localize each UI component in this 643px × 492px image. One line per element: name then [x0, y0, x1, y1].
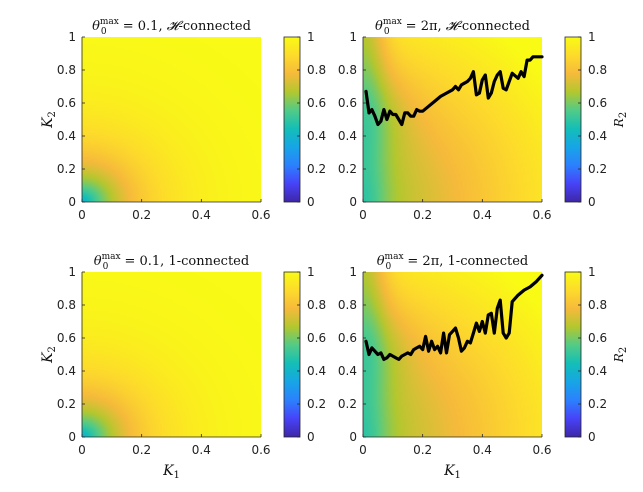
y-tick-label: 0.8 [57, 298, 76, 312]
heatmap-image [363, 37, 542, 202]
y-tick-label: 0.4 [338, 129, 357, 143]
y-tick-label: 0 [68, 430, 76, 444]
y-tick-label: 0.2 [338, 397, 357, 411]
y-tick-label: 0.8 [338, 298, 357, 312]
y-tick-label: 0.8 [57, 63, 76, 77]
colorbar-tick-label: 1 [588, 265, 596, 279]
y-axis-label: K2 [40, 346, 58, 364]
x-tick-label: 0.6 [251, 443, 270, 457]
y-tick-label: 0 [349, 195, 357, 209]
colorbar-tick-label: 0.8 [307, 298, 326, 312]
colorbar-tick-label: 0 [588, 430, 596, 444]
y-tick-label: 0 [349, 430, 357, 444]
y-tick-label: 0.6 [57, 331, 76, 345]
y-tick-label: 0.2 [57, 162, 76, 176]
colorbar-label: R2 [612, 347, 629, 363]
x-tick-label: 0.4 [473, 208, 492, 222]
colorbar-gradient [283, 271, 301, 438]
chart-title: θmax 0 = 0.1, 𝓗-connected [92, 17, 251, 37]
colorbar-tick-label: 0.2 [307, 162, 326, 176]
colorbar-tick-label: 0.8 [307, 63, 326, 77]
colorbar: 0 0.2 0.4 0.6 0.8 1 [283, 265, 326, 444]
colorbar-tick-label: 0.8 [588, 298, 607, 312]
chart-title: θmax 0 = 0.1, 1-connected [94, 252, 249, 272]
colorbar: 0 0.2 0.4 0.6 0.8 1 [283, 30, 326, 209]
y-tick-label: 1 [68, 30, 76, 44]
y-tick-label: 1 [349, 30, 357, 44]
y-tick-label: 0.6 [338, 331, 357, 345]
colorbar-tick-label: 1 [588, 30, 596, 44]
colorbar-tick-label: 0.2 [588, 162, 607, 176]
colorbar-tick-label: 1 [307, 30, 315, 44]
colorbar-tick-label: 1 [307, 265, 315, 279]
colorbar-tick-label: 0.4 [588, 364, 607, 378]
x-tick-label: 0.4 [473, 443, 492, 457]
colorbar-tick-label: 0 [307, 195, 315, 209]
colorbar-tick-label: 0.8 [588, 63, 607, 77]
y-tick-label: 1 [68, 265, 76, 279]
x-axis-label: K1 [162, 463, 180, 481]
colorbar: 0 0.2 0.4 0.6 0.8 1 R2 [564, 30, 629, 209]
threshold-line [364, 273, 544, 361]
colorbar-tick-label: 0.6 [588, 96, 607, 110]
x-tick-label: 0.2 [413, 208, 432, 222]
y-tick-label: 0.2 [338, 162, 357, 176]
x-tick-label: 0.6 [251, 208, 270, 222]
heatmap-image [82, 272, 261, 437]
y-tick-label: 0.6 [57, 96, 76, 110]
x-tick-label: 0 [359, 208, 367, 222]
x-tick-label: 0.2 [132, 443, 151, 457]
colorbar-tick-label: 0.4 [588, 129, 607, 143]
chart-title: θmax 0 = 2π, 𝓗-connected [375, 17, 530, 37]
colorbar-tick-label: 0.6 [307, 96, 326, 110]
colorbar-tick-label: 0.6 [588, 331, 607, 345]
x-tick-label: 0.2 [132, 208, 151, 222]
threshold-line [364, 55, 544, 127]
panel-2: 0 0.2 0.4 0.6 0 0.2 0.4 0.6 0.8 1 θmax 0 = 2π, 𝓗-co… [338, 17, 629, 222]
x-tick-label: 0 [359, 443, 367, 457]
y-tick-label: 0.8 [338, 63, 357, 77]
colorbar-gradient [564, 36, 582, 203]
x-tick-label: 0 [78, 443, 86, 457]
x-axis-label: K1 [443, 463, 461, 481]
y-tick-label: 0 [68, 195, 76, 209]
y-tick-label: 0.2 [57, 397, 76, 411]
colorbar-gradient [564, 271, 582, 438]
x-tick-label: 0.4 [192, 443, 211, 457]
x-tick-label: 0.2 [413, 443, 432, 457]
chart-title: θmax 0 = 2π, 1-connected [377, 252, 529, 272]
y-axis-label: K2 [40, 111, 58, 129]
colorbar: 0 0.2 0.4 0.6 0.8 1 R2 [564, 265, 629, 444]
panel-1: 0 0.2 0.4 0.6 0 0.2 0.4 0.6 0.8 1 θmax 0 = 0.1, 𝓗-c… [40, 17, 326, 222]
x-tick-label: 0.4 [192, 208, 211, 222]
panel-4: 0 0.2 0.4 0.6 0 0.2 0.4 0.6 0.8 1 θmax 0 = 2π, 1-co… [338, 252, 629, 481]
colorbar-tick-label: 0.4 [307, 364, 326, 378]
y-tick-label: 0.6 [338, 96, 357, 110]
y-tick-label: 0.4 [338, 364, 357, 378]
x-tick-label: 0.6 [532, 208, 551, 222]
colorbar-tick-label: 0.2 [588, 397, 607, 411]
x-tick-label: 0.6 [532, 443, 551, 457]
panel-3: 0 0.2 0.4 0.6 0 0.2 0.4 0.6 0.8 1 θmax 0 = 0.1, 1-c… [40, 252, 326, 481]
colorbar-tick-label: 0 [307, 430, 315, 444]
x-tick-label: 0 [78, 208, 86, 222]
y-tick-label: 0.4 [57, 129, 76, 143]
colorbar-tick-label: 0.6 [307, 331, 326, 345]
colorbar-tick-label: 0 [588, 195, 596, 209]
y-tick-label: 0.4 [57, 364, 76, 378]
colorbar-label: R2 [612, 112, 629, 128]
colorbar-tick-label: 0.4 [307, 129, 326, 143]
y-tick-label: 1 [349, 265, 357, 279]
colorbar-tick-label: 0.2 [307, 397, 326, 411]
heatmap-image [82, 37, 261, 202]
colorbar-gradient [283, 36, 301, 203]
